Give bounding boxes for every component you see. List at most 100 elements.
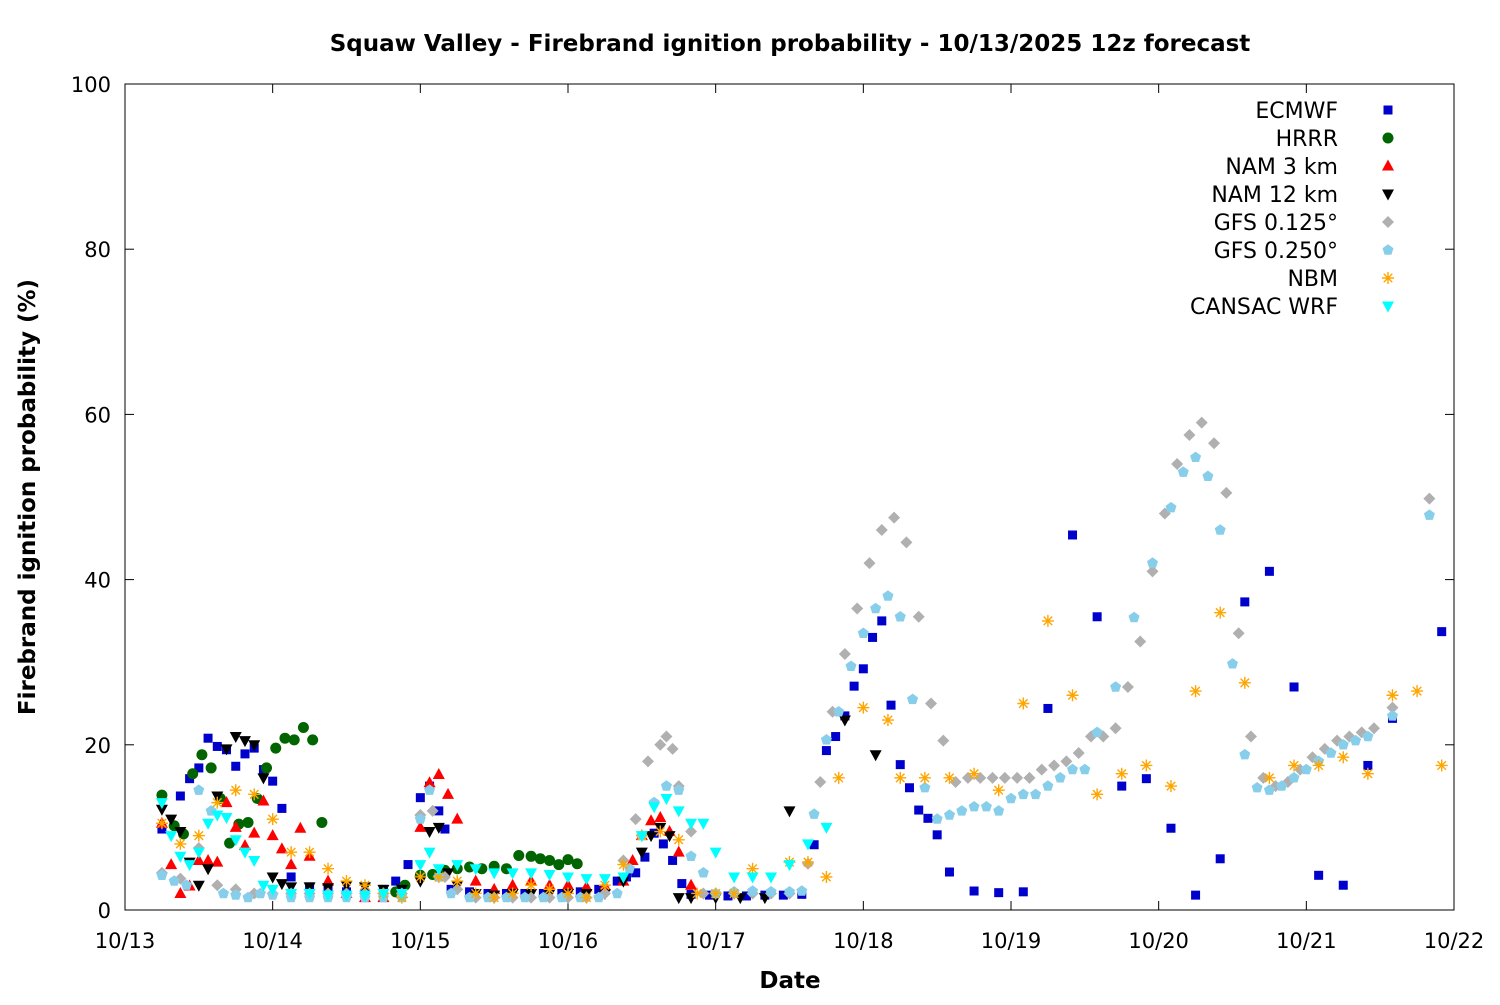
data-point <box>857 627 869 638</box>
data-point <box>1158 507 1171 520</box>
data-point <box>741 891 751 901</box>
x-axis-label: Date <box>759 968 820 994</box>
data-point <box>668 855 678 865</box>
data-point <box>1411 685 1424 698</box>
data-point <box>1147 557 1158 568</box>
data-point <box>266 813 279 826</box>
data-point <box>645 814 658 826</box>
data-point <box>919 782 931 793</box>
data-point <box>974 771 987 784</box>
data-point <box>697 867 709 878</box>
data-point <box>469 864 482 876</box>
data-point <box>648 802 661 814</box>
legend-label: GFS 0.125° <box>1214 211 1338 236</box>
data-point <box>248 826 261 838</box>
data-point <box>340 890 353 902</box>
data-point <box>257 880 270 892</box>
data-point <box>709 887 722 900</box>
data-point <box>506 868 519 880</box>
ticks-layer: 10/13 10/14 10/15 10/16 10/17 10/18 10/19 10/20… <box>71 73 1484 953</box>
data-point <box>571 858 583 870</box>
data-point <box>993 805 1005 816</box>
data-point <box>1214 524 1226 535</box>
data-point <box>322 862 335 875</box>
data-point <box>820 822 833 834</box>
data-point <box>1092 612 1102 622</box>
data-point <box>257 794 270 806</box>
data-point <box>641 755 654 768</box>
data-point <box>1191 890 1201 900</box>
data-point <box>1312 759 1325 772</box>
data-point <box>488 868 501 880</box>
data-point <box>340 875 353 888</box>
data-point <box>956 805 968 816</box>
data-point <box>747 885 759 896</box>
data-point <box>1300 763 1312 775</box>
data-point <box>1214 606 1227 619</box>
data-point <box>1115 767 1128 780</box>
data-point <box>229 835 242 847</box>
data-point <box>1208 437 1221 450</box>
data-point <box>882 590 894 601</box>
data-point <box>912 610 925 623</box>
data-point <box>275 879 288 891</box>
series-5 <box>156 451 1435 903</box>
series-7 <box>155 793 833 902</box>
data-point <box>1314 870 1324 880</box>
data-point <box>297 721 309 733</box>
data-point <box>506 878 519 890</box>
data-point <box>211 796 224 809</box>
data-point <box>808 808 820 819</box>
data-point <box>617 872 630 884</box>
data-point <box>672 806 685 818</box>
data-point <box>1066 689 1079 702</box>
data-point <box>192 853 205 865</box>
data-point <box>1035 763 1048 776</box>
data-point <box>205 762 217 774</box>
data-point <box>968 767 981 780</box>
data-point <box>220 796 233 808</box>
data-point <box>229 820 242 832</box>
data-point <box>612 876 622 886</box>
data-point <box>1289 682 1299 692</box>
data-point <box>617 858 630 871</box>
data-point <box>1060 755 1073 768</box>
data-point <box>932 830 942 840</box>
data-point <box>1423 492 1436 505</box>
data-point <box>943 771 956 784</box>
data-point <box>1215 854 1225 864</box>
data-point <box>624 862 635 874</box>
data-point <box>1368 722 1381 735</box>
data-point <box>1386 701 1399 714</box>
data-point <box>414 860 427 872</box>
data-point <box>672 833 685 846</box>
data-point <box>266 829 279 841</box>
data-point <box>285 888 298 900</box>
data-point <box>288 734 300 746</box>
data-point <box>257 773 270 785</box>
data-point <box>465 887 475 897</box>
data-point <box>434 806 444 816</box>
legend-label: NAM 3 km <box>1225 155 1338 180</box>
data-point <box>562 878 574 890</box>
data-point <box>654 810 667 822</box>
data-point <box>728 887 741 900</box>
data-point <box>863 557 876 570</box>
data-point <box>445 887 457 899</box>
data-point <box>907 693 919 705</box>
data-point <box>1109 722 1122 735</box>
data-point <box>709 847 722 859</box>
data-point <box>728 872 741 884</box>
y-tick-label: 0 <box>98 899 111 923</box>
data-point <box>851 602 864 615</box>
data-point <box>875 524 888 537</box>
data-point <box>240 749 250 759</box>
data-point <box>629 813 642 826</box>
data-point <box>820 870 833 883</box>
data-point <box>1337 751 1350 764</box>
data-point <box>857 701 870 714</box>
data-point <box>598 874 611 886</box>
data-point <box>395 888 408 900</box>
x-tick-label: 10/14 <box>242 929 303 953</box>
